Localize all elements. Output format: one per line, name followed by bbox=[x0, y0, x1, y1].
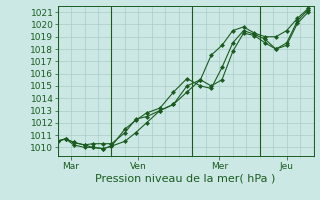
X-axis label: Pression niveau de la mer( hPa ): Pression niveau de la mer( hPa ) bbox=[95, 173, 276, 183]
